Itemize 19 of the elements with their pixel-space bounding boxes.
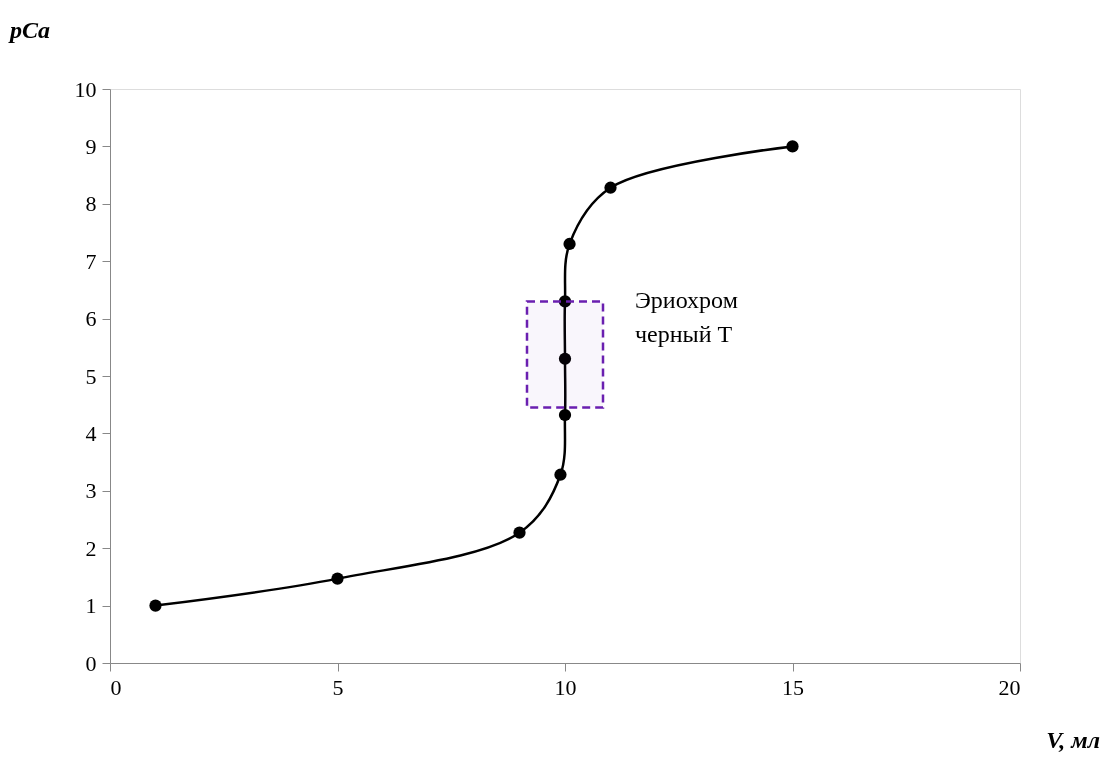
y-tick-label: 0 [85, 650, 97, 676]
x-axis-title: V, мл [1046, 727, 1100, 753]
y-tick-label: 10 [74, 76, 97, 102]
y-tick-label: 9 [85, 133, 97, 159]
y-tick-label: 7 [85, 248, 97, 274]
y-axis-title: pCa [8, 17, 51, 43]
y-tick-label: 4 [85, 420, 97, 446]
y-tick-label: 5 [85, 363, 97, 389]
x-tick-label: 15 [782, 674, 804, 700]
y-tick-label: 8 [85, 191, 97, 217]
x-tick-label: 20 [998, 674, 1021, 700]
x-tick-label: 0 [110, 674, 122, 700]
x-tick-label: 10 [554, 674, 577, 700]
y-tick-label: 2 [85, 535, 97, 561]
y-tick-label: 3 [85, 478, 97, 504]
band-label: Эриохром черный Т [635, 287, 738, 348]
x-tick-label: 5 [332, 674, 344, 700]
y-tick-label: 1 [85, 593, 97, 619]
y-tick-label: 6 [85, 306, 97, 332]
